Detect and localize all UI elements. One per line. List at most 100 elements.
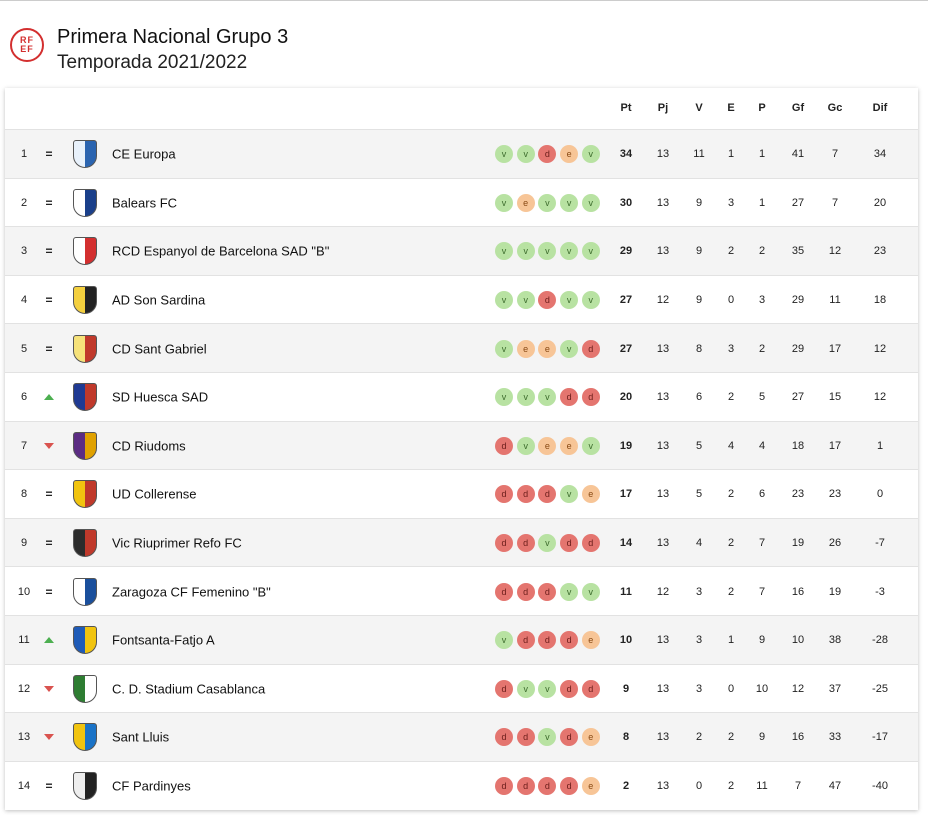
team-row: 5 = CD Sant Gabriel v e e v d 27 13 8 3 2 29 17 12	[5, 323, 918, 372]
stat: 13	[656, 488, 670, 501]
team-crest	[73, 140, 97, 169]
column-header: Pt	[620, 102, 632, 114]
stat: 11	[829, 294, 841, 307]
stat: 7	[794, 780, 802, 793]
stat: 2	[727, 731, 735, 744]
form-result: d	[495, 485, 513, 504]
form-result: d	[516, 777, 535, 796]
stat: 13	[656, 245, 670, 258]
form-result: v	[581, 242, 600, 261]
trend: =	[45, 536, 53, 551]
column-header: E	[727, 102, 735, 114]
stat: 7	[831, 148, 839, 161]
stat: 4	[695, 537, 703, 550]
stat: 16	[791, 585, 805, 598]
stat: 2	[758, 245, 766, 258]
stat: 13	[656, 537, 670, 550]
stat: 2	[727, 488, 735, 501]
form-result: d	[538, 631, 557, 650]
team-crest	[73, 772, 97, 801]
stat: 30	[619, 196, 633, 209]
stat: 1	[727, 148, 735, 161]
team-row: 13 Sant Lluis d d v d e 8 13 2 2 9 16 33 -17	[5, 712, 918, 761]
form-result: e	[516, 193, 535, 212]
stat: 5	[758, 391, 766, 404]
form-result: e	[581, 777, 600, 796]
form-result: d	[560, 679, 579, 698]
form-result: v	[538, 728, 557, 747]
stat: 34	[619, 148, 633, 161]
column-header: Pj	[657, 102, 669, 114]
team-name: UD Collerense	[112, 486, 197, 502]
stat: -3	[875, 585, 885, 598]
stat: 19	[791, 537, 805, 550]
team-crest	[73, 188, 97, 217]
stat: 23	[873, 245, 887, 258]
form-result: d	[516, 631, 535, 650]
position: 7	[20, 439, 28, 452]
team-crest	[73, 723, 97, 752]
position: 1	[20, 148, 28, 161]
stat: -17	[872, 731, 888, 744]
form-result: v	[581, 291, 600, 310]
form-result: d	[581, 388, 600, 407]
stat: 13	[656, 682, 670, 695]
logo-text: EF	[20, 44, 34, 54]
stat: 19	[828, 585, 842, 598]
form-result: v	[516, 436, 535, 455]
stat: 10	[791, 634, 805, 647]
stat: 2	[727, 537, 735, 550]
stat: 11	[620, 585, 632, 598]
stat: 41	[791, 148, 805, 161]
form-result: d	[538, 145, 557, 164]
team-crest	[73, 237, 97, 266]
stat: 35	[791, 245, 805, 258]
form-result: e	[538, 436, 557, 455]
stat: 18	[791, 439, 805, 452]
stat: 9	[622, 682, 630, 695]
stat: 9	[758, 634, 766, 647]
team-row: 14 = CF Pardinyes d d d d e 2 13 0 2 11 7 47 -40	[5, 760, 918, 810]
stat: 10	[755, 682, 769, 695]
form-result: v	[560, 291, 579, 310]
stat: 12	[873, 342, 887, 355]
form-result: v	[516, 242, 535, 261]
form-result: e	[516, 339, 535, 358]
stat: 17	[619, 488, 633, 501]
form-result: d	[495, 679, 513, 698]
form-result: v	[495, 242, 513, 261]
stat: 6	[695, 391, 703, 404]
trend: =	[45, 244, 53, 259]
position: 12	[17, 682, 31, 695]
form-result: e	[581, 728, 600, 747]
form-result: d	[495, 777, 513, 796]
federation-logo: RF EF	[10, 28, 44, 62]
stat: 27	[619, 342, 633, 355]
form-result: v	[581, 582, 600, 601]
form-result: d	[560, 388, 579, 407]
form-result: e	[560, 436, 579, 455]
stat: 47	[828, 780, 842, 793]
trend-down	[44, 685, 54, 692]
stat: 12	[656, 294, 670, 307]
stat: 16	[791, 731, 805, 744]
form-result: v	[560, 193, 579, 212]
trend: =	[45, 195, 53, 210]
form-result: d	[581, 534, 600, 553]
stat: 1	[758, 148, 766, 161]
trend-down	[44, 442, 54, 449]
team-name: Zaragoza CF Femenino "B"	[112, 584, 271, 600]
form-result: v	[495, 631, 513, 650]
form-result: v	[538, 388, 557, 407]
stat: 11	[756, 780, 768, 793]
trend: =	[45, 293, 53, 308]
form-result: d	[516, 534, 535, 553]
team-crest	[73, 577, 97, 606]
stat: 8	[695, 342, 703, 355]
form-result: v	[538, 534, 557, 553]
stat: 13	[656, 342, 670, 355]
stat: 1	[727, 634, 735, 647]
stat: 2	[695, 731, 703, 744]
stat: 9	[695, 196, 703, 209]
team-crest	[73, 431, 97, 460]
